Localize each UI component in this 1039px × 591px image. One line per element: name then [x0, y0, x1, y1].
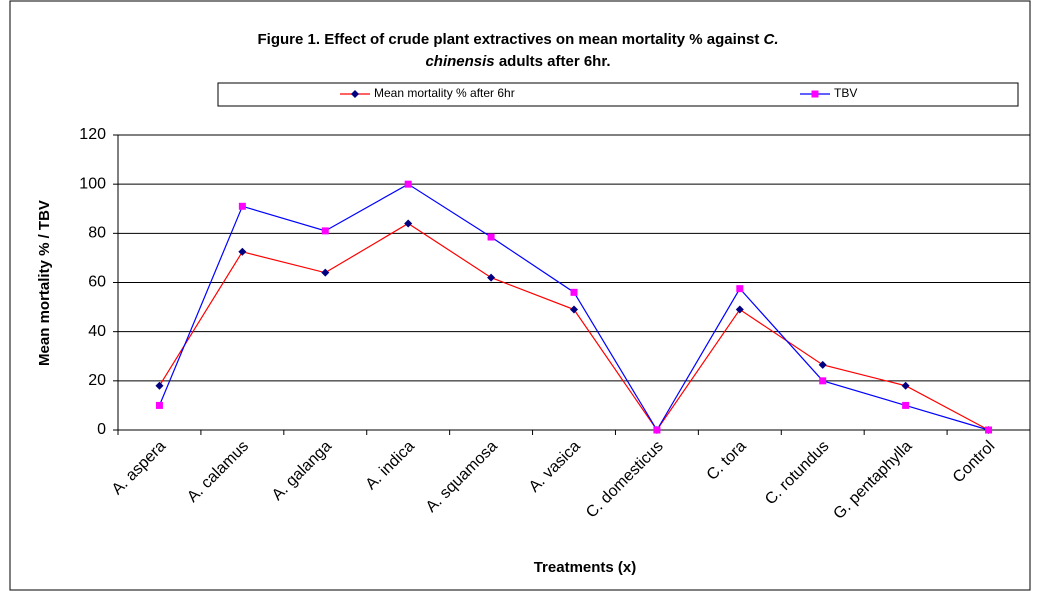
x-tick-label: A. calamus — [184, 438, 252, 506]
title-part: adults after 6hr. — [495, 53, 611, 70]
legend-label: TBV — [834, 86, 857, 100]
data-point — [570, 305, 578, 314]
data-point — [238, 202, 246, 210]
y-tick-label: 0 — [97, 421, 106, 438]
x-tick-label: C. tora — [704, 438, 750, 484]
data-point — [155, 381, 164, 390]
y-tick-label: 20 — [88, 372, 106, 389]
y-tick-label: 120 — [79, 126, 106, 143]
x-tick-label: A. indica — [363, 438, 418, 493]
legend-label: Mean mortality % after 6hr — [374, 86, 515, 100]
data-point — [487, 233, 495, 241]
legend-box — [217, 82, 1019, 107]
data-point — [818, 360, 827, 369]
data-point — [653, 426, 661, 434]
y-tick-label: 60 — [88, 274, 106, 291]
x-axis-title: Treatments (x) — [534, 559, 637, 576]
data-point — [819, 377, 827, 385]
x-tick-label: A. vasica — [526, 438, 584, 496]
x-tick-label: C. rotundus — [762, 438, 833, 509]
title-part: C. — [763, 31, 778, 48]
data-point — [321, 268, 330, 277]
x-tick-label: G. pentaphylla — [830, 438, 915, 523]
data-point — [321, 227, 329, 235]
data-point — [404, 219, 413, 228]
series-line — [158, 222, 989, 432]
legend-marker — [351, 90, 359, 98]
y-tick-label: 40 — [88, 323, 106, 340]
data-point — [985, 426, 993, 434]
data-point — [404, 180, 412, 188]
data-point — [570, 288, 578, 296]
legend-marker — [811, 90, 819, 98]
data-point — [902, 401, 910, 409]
data-point — [736, 285, 744, 293]
x-tick-label: A. aspera — [109, 438, 170, 499]
frame — [9, 0, 1031, 591]
y-axis-title: Mean mortality % / TBV — [36, 200, 53, 366]
title-part: Figure 1. Effect of crude plant extracti… — [258, 31, 764, 48]
y-tick-label: 100 — [79, 175, 106, 192]
chart-title: chinensis adults after 6hr. — [425, 53, 610, 70]
y-tick-label: 80 — [88, 225, 106, 242]
x-tick-label: A. galanga — [269, 438, 335, 504]
data-point — [901, 381, 910, 390]
chart-title: Figure 1. Effect of crude plant extracti… — [258, 31, 779, 48]
x-tick-label: C. domesticus — [583, 438, 667, 522]
data-point — [735, 305, 744, 314]
x-tick-label: Control — [950, 438, 999, 487]
data-point — [238, 247, 247, 256]
data-point — [487, 273, 496, 282]
x-tick-label: A. squamosa — [423, 438, 501, 516]
data-point — [155, 401, 163, 409]
title-part: chinensis — [425, 53, 494, 70]
